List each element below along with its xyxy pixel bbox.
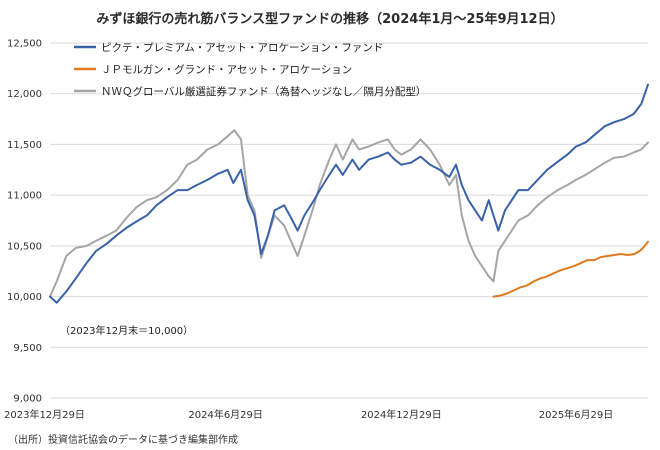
y-tick-label: 12,500 xyxy=(7,39,42,50)
y-tick-label: 10,000 xyxy=(7,292,42,303)
series-line-2 xyxy=(49,129,649,298)
series-line-0 xyxy=(49,83,649,304)
x-tick-label: 2023年12月29日 xyxy=(4,408,85,421)
y-axis-tick-labels: 9,000 9,500 10,000 10,500 11,000 11,500 12,000… xyxy=(7,39,42,405)
x-tick-label: 2024年6月29日 xyxy=(188,408,263,421)
source-note: （出所）投資信託協会のデータに基づき編集部作成 xyxy=(8,435,238,446)
y-tick-label: 11,500 xyxy=(7,140,42,151)
series-line-1 xyxy=(492,240,649,298)
x-axis-tick-labels: 2023年12月29日 2024年6月29日 2024年12月29日 2025年6月2… xyxy=(4,408,613,421)
legend-label: ＮＷＱグローバル厳選証券ファンド（為替ヘッジなし／隔月分配型） xyxy=(101,85,426,98)
gridlines xyxy=(50,42,648,399)
y-tick-label: 11,000 xyxy=(7,191,42,202)
y-tick-label: 12,000 xyxy=(7,89,42,100)
y-tick-label: 9,500 xyxy=(13,343,42,354)
legend: ピクテ・プレミアム・アセット・アロケーション・ファンド ＪＰモルガン・グランド・ア… xyxy=(74,42,426,98)
chart-title: みずほ銀行の売れ筋バランス型ファンドの推移（2024年1月〜25年9月12日） xyxy=(96,12,564,27)
y-tick-label: 10,500 xyxy=(7,241,42,252)
base-value-note: （2023年12月末＝10,000） xyxy=(60,324,193,337)
legend-label: ＪＰモルガン・グランド・アセット・アロケーション xyxy=(101,63,352,76)
legend-label: ピクテ・プレミアム・アセット・アロケーション・ファンド xyxy=(101,42,383,54)
x-tick-label: 2024年12月29日 xyxy=(361,408,442,421)
series-lines xyxy=(49,83,649,304)
x-tick-label: 2025年6月29日 xyxy=(539,408,614,421)
y-tick-label: 9,000 xyxy=(13,394,42,405)
